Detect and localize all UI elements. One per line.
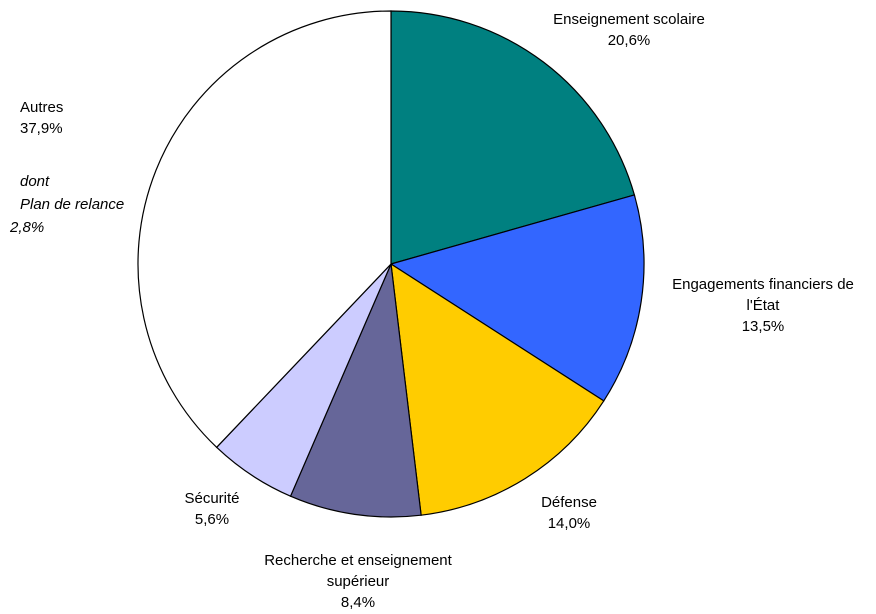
slice-label: Sécurité 5,6% (184, 490, 239, 528)
pie-slice (137, 10, 392, 449)
slice-value-label: 5,6% (195, 511, 229, 528)
pie-slice (389, 194, 645, 402)
slice-name-label: Défense (541, 494, 597, 511)
slice-note: dont Plan de relance 2,8% (9, 173, 124, 236)
pie-slice (390, 10, 636, 265)
slice-note-value: 2,8% (9, 219, 44, 236)
slice-name-label: Enseignement scolaire (553, 11, 705, 28)
slice-value-label: 8,4% (341, 594, 375, 611)
slice-name-label: Engagements financiers de (672, 276, 854, 293)
slice-label: Engagements financiers de l'État 13,5% (672, 276, 854, 335)
slice-label: Défense 14,0% (541, 494, 597, 532)
slice-labels: Enseignement scolaire 20,6% Engagements fi… (9, 11, 854, 611)
slice-label: Enseignement scolaire 20,6% (553, 11, 705, 49)
slice-label: Autres 37,9% (20, 99, 63, 137)
slice-note-line: Plan de relance (20, 196, 124, 213)
slice-name-label: supérieur (327, 573, 390, 590)
slice-name-label: Sécurité (184, 490, 239, 507)
slice-name-label: Recherche et enseignement (264, 552, 452, 569)
slice-note-line: dont (20, 173, 50, 190)
pie-slices (137, 10, 645, 518)
slice-label: Recherche et enseignement supérieur 8,4% (264, 552, 452, 611)
pie-slice (289, 261, 422, 518)
slice-value-label: 20,6% (608, 32, 651, 49)
pie-slice (390, 262, 605, 516)
slice-value-label: 14,0% (548, 515, 591, 532)
slice-value-label: 37,9% (20, 120, 63, 137)
slice-name-label: Autres (20, 99, 63, 116)
slice-name-label: l'État (747, 297, 781, 314)
slice-value-label: 13,5% (742, 318, 785, 335)
